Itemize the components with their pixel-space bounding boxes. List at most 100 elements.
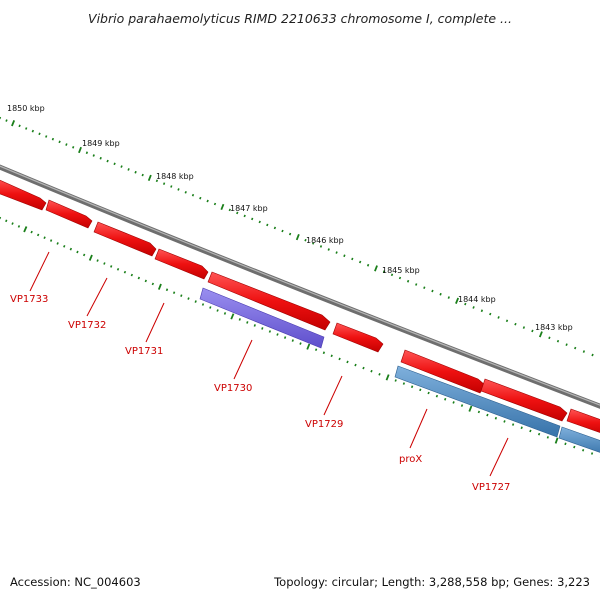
minor-tick xyxy=(322,351,326,355)
minor-tick xyxy=(556,339,560,343)
outer-scale-ring xyxy=(0,116,594,357)
minor-tick xyxy=(477,410,481,414)
minor-tick xyxy=(276,333,279,336)
minor-tick xyxy=(486,413,489,417)
minor-tick xyxy=(327,248,330,251)
minor-tick xyxy=(253,324,256,327)
leader-line xyxy=(233,339,253,380)
minor-tick xyxy=(65,143,68,146)
minor-tick xyxy=(11,222,14,225)
major-tick xyxy=(538,331,543,338)
gene-label[interactable]: VP1727 xyxy=(472,482,510,493)
minor-tick xyxy=(45,135,48,138)
minor-tick xyxy=(511,423,515,426)
leader-line xyxy=(323,375,343,416)
cds-feature[interactable] xyxy=(207,271,331,331)
minor-tick xyxy=(123,270,127,274)
minor-tick xyxy=(314,348,318,351)
minor-tick xyxy=(427,391,430,395)
minor-tick xyxy=(30,230,33,234)
minor-tick xyxy=(223,312,227,315)
minor-tick xyxy=(110,265,113,268)
major-tick xyxy=(220,203,225,211)
minor-tick xyxy=(258,220,261,224)
minor-tick xyxy=(281,229,284,233)
minor-tick xyxy=(419,388,422,392)
minor-tick xyxy=(206,199,209,203)
minor-tick xyxy=(268,330,272,333)
minor-tick xyxy=(319,245,323,248)
minor-tick xyxy=(170,185,173,188)
gene-label[interactable]: VP1732 xyxy=(68,320,106,331)
minor-tick xyxy=(127,168,130,171)
minor-tick xyxy=(546,436,549,439)
minor-tick xyxy=(184,190,187,194)
minor-tick xyxy=(346,360,349,364)
minor-tick xyxy=(85,151,89,155)
minor-tick xyxy=(58,140,61,144)
minor-tick xyxy=(199,196,202,200)
minor-tick xyxy=(99,156,102,160)
minor-tick xyxy=(529,429,532,433)
accession-text: Accession: NC_004603 xyxy=(10,575,141,589)
cds-feature[interactable] xyxy=(45,199,93,229)
minor-tick xyxy=(96,259,99,262)
minor-tick xyxy=(116,267,120,271)
minor-tick xyxy=(31,129,35,133)
minor-tick xyxy=(398,276,402,280)
gene-label[interactable]: VP1731 xyxy=(125,346,163,357)
minor-tick xyxy=(494,416,498,420)
gene-bar-vp1727[interactable] xyxy=(558,426,600,456)
minor-tick xyxy=(531,329,534,333)
minor-tick xyxy=(228,208,231,212)
gene-bar-prox[interactable] xyxy=(394,365,561,438)
minor-tick xyxy=(565,343,568,346)
minor-tick xyxy=(213,202,217,206)
leader-line xyxy=(86,277,108,317)
minor-tick xyxy=(36,233,40,237)
minor-tick xyxy=(480,309,484,313)
map-title: Vibrio parahaemolyticus RIMD 2210633 chr… xyxy=(88,11,512,26)
cds-feature[interactable] xyxy=(332,322,384,353)
cds-feature[interactable] xyxy=(480,378,568,422)
forward-cds-track xyxy=(0,178,600,436)
minor-tick xyxy=(522,326,526,329)
minor-tick xyxy=(382,270,386,273)
minor-tick xyxy=(358,260,362,264)
major-tick xyxy=(468,405,473,412)
minor-tick xyxy=(191,193,195,197)
minor-tick xyxy=(151,282,155,286)
minor-tick xyxy=(439,292,442,296)
minor-tick xyxy=(5,219,8,223)
minor-tick xyxy=(514,322,517,326)
tick-label-1849: 1849 kbp xyxy=(82,139,120,148)
cds-feature[interactable] xyxy=(93,221,157,257)
minor-tick xyxy=(162,182,166,185)
major-tick xyxy=(554,437,559,444)
minor-tick xyxy=(155,179,159,183)
tick-label-1848: 1848 kbp xyxy=(156,172,194,181)
minor-tick xyxy=(390,273,394,277)
gene-label[interactable]: VP1729 xyxy=(305,419,343,430)
gene-label[interactable]: VP1733 xyxy=(10,294,48,305)
gene-bar-vp1730[interactable] xyxy=(199,287,325,349)
tick-label-1844: 1844 kbp xyxy=(458,295,496,304)
cds-feature[interactable] xyxy=(566,408,600,436)
minor-tick xyxy=(582,448,585,452)
minor-tick xyxy=(266,223,269,227)
minor-tick xyxy=(464,302,467,306)
minor-tick xyxy=(92,154,95,157)
minor-tick xyxy=(435,394,439,398)
minor-tick xyxy=(415,283,418,286)
tick-label-1850: 1850 kbp xyxy=(7,104,45,113)
minor-tick xyxy=(520,426,523,430)
minor-tick xyxy=(452,401,455,404)
cds-feature[interactable] xyxy=(154,248,209,280)
minor-tick xyxy=(5,119,8,122)
gene-label[interactable]: VP1730 xyxy=(214,383,252,394)
minor-tick xyxy=(261,327,264,330)
gene-label[interactable]: proX xyxy=(399,454,422,465)
cds-feature[interactable] xyxy=(0,178,47,211)
minor-tick xyxy=(25,127,28,130)
